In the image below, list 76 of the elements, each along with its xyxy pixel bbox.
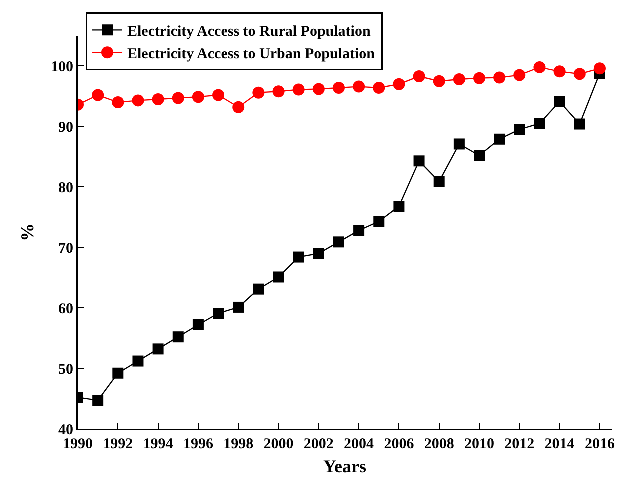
point	[92, 395, 104, 406]
point	[514, 124, 526, 136]
point	[494, 134, 506, 145]
point	[92, 89, 104, 102]
x-tick-label: 2014	[544, 436, 576, 452]
point	[212, 89, 225, 102]
point	[394, 201, 405, 212]
point	[534, 61, 546, 74]
point	[434, 176, 445, 188]
legend-label: Electricity Access to Rural Population	[128, 24, 372, 40]
y-tick-label: 90	[58, 120, 74, 136]
y-axis-title: %	[17, 224, 38, 242]
point	[454, 138, 465, 150]
x-tick-label: 2002	[304, 436, 334, 452]
y-tick-label: 70	[58, 240, 74, 257]
point	[313, 248, 324, 260]
point	[172, 332, 184, 343]
point	[332, 82, 345, 94]
point	[233, 302, 244, 313]
point	[594, 62, 606, 75]
x-tick-label: 1994	[143, 436, 174, 452]
legend-label: Electricity Access to Urban Population	[128, 46, 376, 63]
x-tick-label: 1992	[103, 436, 134, 452]
point	[312, 83, 325, 96]
point	[554, 66, 566, 78]
point	[192, 91, 204, 104]
x-tick-label: 2000	[264, 436, 294, 452]
point	[393, 78, 406, 90]
point	[213, 308, 224, 320]
x-tick-label: 2008	[424, 436, 454, 452]
point	[292, 84, 305, 96]
point	[514, 69, 526, 82]
point	[374, 216, 385, 228]
point	[474, 150, 485, 162]
point	[353, 80, 366, 93]
point	[132, 356, 144, 367]
point	[273, 272, 284, 283]
point	[192, 320, 204, 331]
point	[354, 225, 365, 236]
point	[132, 94, 144, 107]
x-tick-label: 1996	[183, 436, 214, 452]
point	[272, 86, 285, 98]
y-tick-label: 80	[58, 180, 74, 196]
y-tick-label: 60	[58, 301, 74, 318]
x-axis-title: Years	[324, 456, 366, 476]
point	[253, 284, 264, 295]
point	[413, 70, 426, 83]
point	[414, 156, 425, 167]
x-tick-label: 2006	[384, 436, 415, 452]
x-tick-label: 2016	[584, 436, 616, 452]
point	[534, 118, 546, 130]
point	[474, 72, 486, 84]
x-tick-label: 2012	[504, 436, 535, 452]
point	[152, 344, 164, 355]
x-tick-label: 2010	[464, 436, 494, 452]
point	[333, 236, 344, 248]
y-tick-label: 100	[51, 59, 74, 76]
x-tick-label: 1990	[63, 436, 93, 452]
point	[112, 96, 124, 109]
point	[453, 74, 466, 86]
point	[574, 68, 586, 80]
point	[152, 93, 164, 106]
point	[232, 101, 245, 114]
point	[112, 368, 124, 379]
point	[554, 96, 566, 108]
point	[373, 82, 386, 94]
point	[433, 75, 446, 88]
point	[252, 86, 265, 99]
x-tick-label: 1998	[224, 436, 254, 452]
point	[293, 252, 304, 263]
y-tick-label: 50	[58, 362, 74, 378]
point	[494, 72, 506, 84]
point	[172, 92, 184, 104]
y-tick-label: 40	[58, 422, 74, 438]
point	[574, 118, 586, 130]
x-tick-label: 2004	[344, 436, 375, 452]
